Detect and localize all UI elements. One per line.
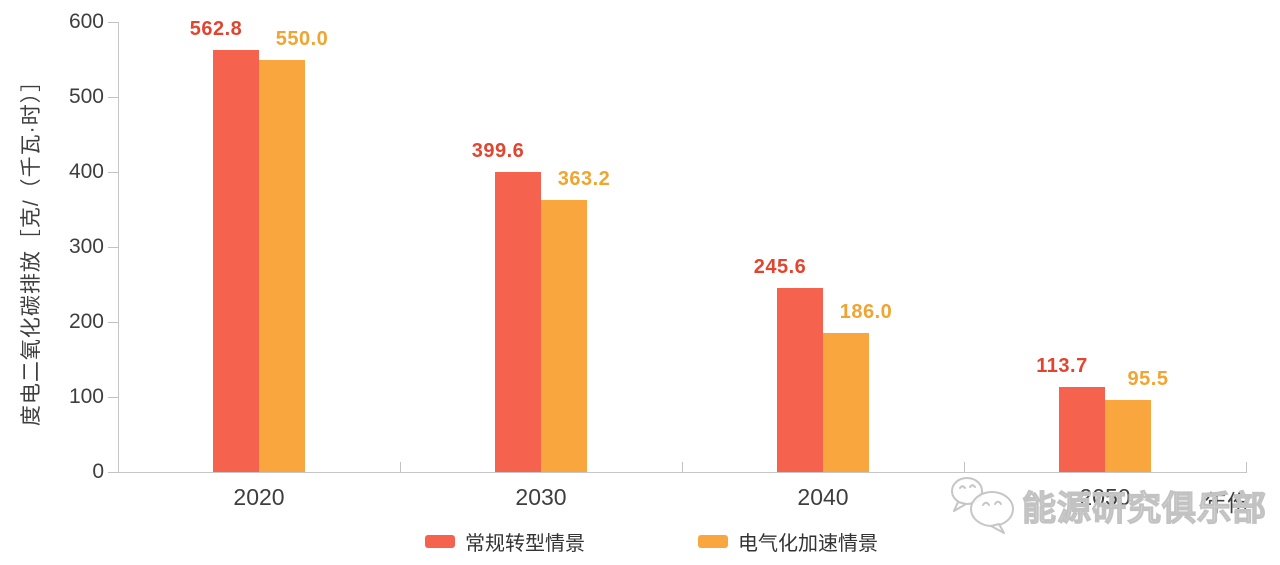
wechat-logo-icon	[951, 477, 1014, 534]
bar-value-label: 363.2	[557, 167, 611, 190]
x-tick-label: 2040	[797, 484, 849, 510]
x-axis-line	[118, 472, 1247, 473]
y-tick-mark	[108, 471, 118, 473]
y-tick-label: 600	[68, 10, 104, 33]
bar-value-label: 399.6	[471, 140, 525, 163]
y-tick-mark	[108, 21, 118, 23]
legend-item: 电气化加速情景	[698, 527, 878, 556]
bar	[777, 287, 823, 472]
bar	[495, 172, 541, 472]
y-tick-mark	[108, 321, 118, 323]
y-tick-mark	[108, 171, 118, 173]
bar-value-label: 95.5	[1127, 368, 1169, 391]
bar	[823, 332, 869, 472]
legend-swatch	[698, 535, 728, 548]
y-tick-mark	[108, 246, 118, 248]
x-tick-label: 2030	[515, 484, 567, 510]
x-tick-mark	[1245, 462, 1247, 472]
bar-value-label: 550.0	[275, 27, 329, 50]
x-tick-label: 2020	[233, 484, 285, 510]
legend-label: 常规转型情景	[465, 533, 585, 555]
bar-value-label: 562.8	[189, 17, 243, 40]
bar	[213, 49, 259, 472]
y-tick-label: 500	[68, 85, 104, 108]
y-tick-label: 200	[68, 310, 104, 333]
bar-value-label: 186.0	[839, 300, 893, 323]
legend-item: 常规转型情景	[425, 527, 585, 556]
x-tick-mark	[399, 462, 401, 472]
y-tick-label: 400	[68, 160, 104, 183]
x-tick-mark	[681, 462, 683, 472]
bar	[541, 199, 587, 472]
x-axis-title: 年份	[1204, 490, 1250, 516]
x-tick-mark	[963, 462, 965, 472]
bar-value-label: 113.7	[1036, 354, 1088, 377]
y-axis-line	[118, 22, 119, 472]
bar	[259, 59, 305, 472]
bar	[1059, 386, 1105, 472]
legend-label: 电气化加速情景	[738, 533, 878, 555]
bar	[1105, 400, 1151, 472]
legend-swatch	[425, 535, 455, 548]
y-tick-label: 300	[68, 235, 104, 258]
watermark: 能源研究俱乐部	[946, 474, 1267, 536]
y-tick-mark	[108, 96, 118, 98]
watermark-text: 能源研究俱乐部	[1021, 489, 1267, 528]
y-tick-label: 0	[92, 460, 104, 483]
bar-value-label: 245.6	[753, 255, 807, 278]
y-tick-mark	[108, 396, 118, 398]
x-tick-label: 2050	[1079, 484, 1131, 510]
y-tick-label: 100	[68, 385, 104, 408]
